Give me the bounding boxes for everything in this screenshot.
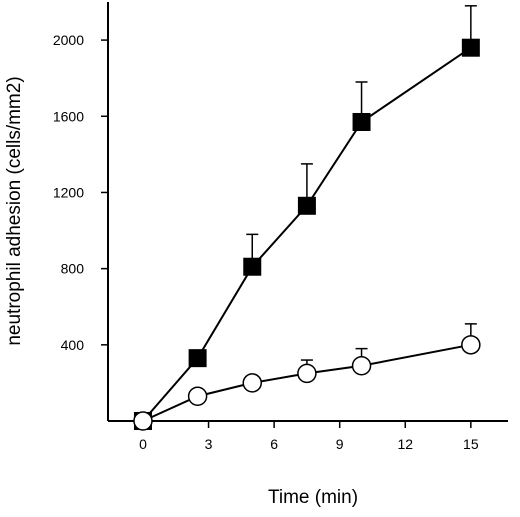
x-tick-label: 9: [336, 436, 344, 452]
data-point: [187, 386, 208, 406]
x-tick-label: 0: [139, 436, 147, 452]
series-line: [142, 46, 472, 422]
x-tick-label: 6: [270, 436, 278, 452]
x-tick-label: 15: [463, 436, 479, 452]
plot-frame: [107, 2, 508, 422]
data-point: [188, 349, 207, 368]
y-tick-label: 1600: [53, 108, 84, 124]
y-axis-title: neutrophil adhesion (cells/mm2): [4, 76, 25, 345]
y-tick-label: 800: [61, 261, 85, 277]
x-tick-label: 3: [205, 436, 213, 452]
data-point: [243, 257, 262, 276]
data-point: [461, 38, 480, 57]
series-line: [142, 343, 472, 422]
x-tick-label: 12: [397, 436, 413, 452]
data-point: [133, 411, 153, 431]
series-layer: [133, 5, 481, 431]
data-point: [242, 373, 263, 393]
data-point: [461, 335, 481, 355]
data-point: [297, 363, 317, 384]
y-tick-label: 1200: [53, 184, 84, 200]
y-tick-label: 400: [61, 337, 85, 353]
x-axis-title: Time (min): [268, 487, 358, 508]
data-point: [352, 112, 371, 131]
axis-ticks: 0 3 6 9 12 15 400 800 1200 1600 2000: [53, 32, 479, 452]
data-point: [297, 196, 316, 215]
series-2: [133, 323, 481, 431]
y-tick-label: 2000: [53, 32, 84, 48]
data-point: [351, 356, 372, 376]
